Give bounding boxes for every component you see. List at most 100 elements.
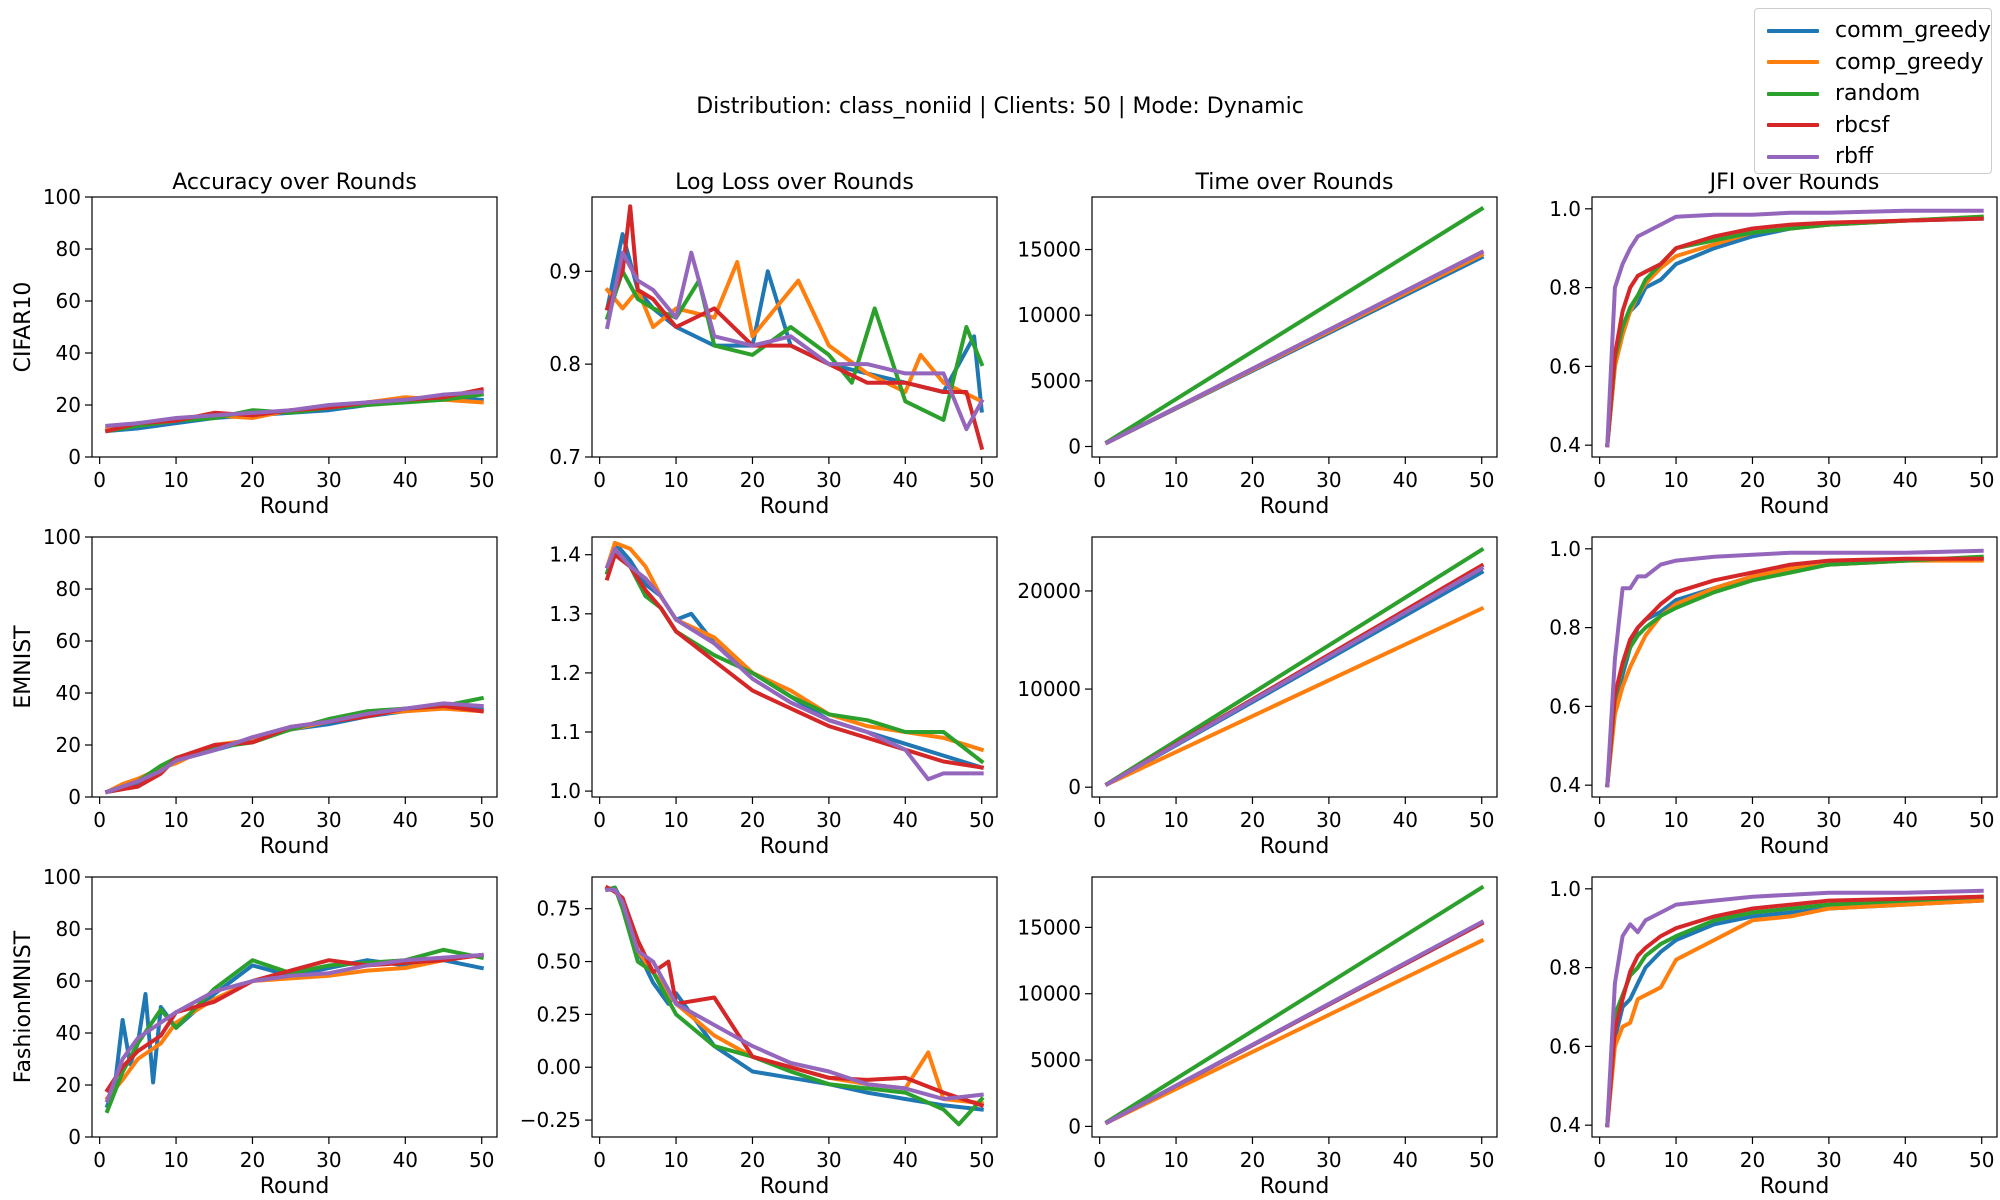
series-group [1104,884,1485,1126]
series-line-comp-greedy [1605,214,1984,448]
x-tick-label: 40 [1893,808,1918,832]
y-tick-label: 60 [56,289,81,313]
x-tick-label: 50 [969,808,994,832]
y-tick-label: 40 [56,341,81,365]
x-axis-label: Round [1760,494,1830,519]
x-tick-label: 40 [1393,808,1418,832]
series-line-random [1104,884,1485,1125]
series-group [604,540,985,782]
x-tick-label: 40 [393,468,418,492]
x-tick-label: 10 [663,468,688,492]
series-line-random [1104,547,1485,787]
x-tick-label: 20 [1240,1148,1265,1172]
series-line-comp-greedy [1104,938,1485,1126]
y-tick-label: 0.8 [1549,616,1581,640]
x-tick-label: 20 [1740,1148,1765,1172]
y-tick-label: 0.00 [536,1055,581,1079]
legend-label: rbcsf [1835,112,1890,138]
x-tick-label: 20 [240,808,265,832]
y-tick-label: 100 [43,865,81,889]
x-tick-label: 10 [163,1148,188,1172]
x-tick-label: 10 [1163,808,1188,832]
x-tick-label: 50 [1469,1148,1494,1172]
series-line-rbff [604,250,985,432]
y-tick-label: 1.0 [1549,197,1581,221]
y-axis-label: FashionMNIST [11,930,36,1083]
x-tick-label: 0 [1093,1148,1106,1172]
series-line-rbff [1605,548,1984,788]
y-tick-label: 0.7 [549,445,581,469]
x-tick-label: 30 [316,468,341,492]
series-line-comm-greedy [1605,216,1984,448]
x-tick-label: 10 [163,808,188,832]
x-axis-label: Round [1260,834,1330,859]
series-group [104,387,485,434]
x-tick-label: 40 [1393,468,1418,492]
x-tick-label: 40 [393,808,418,832]
subplot-title: Accuracy over Rounds [172,170,417,195]
legend-label: comp_greedy [1835,49,1984,75]
y-tick-label: 40 [56,1021,81,1045]
x-tick-label: 30 [316,808,341,832]
x-tick-label: 40 [893,1148,918,1172]
x-axis-label: Round [760,1174,830,1199]
x-tick-label: 30 [316,1148,341,1172]
subplot-emnist-0: 0 10 20 30 40 50 0 20 40 60 80 100 Round EMNIST [11,525,498,859]
x-tick-label: 20 [1740,468,1765,492]
x-tick-label: 30 [1316,808,1341,832]
subplot-fashionmnist-2: 0 10 20 30 40 50 0 5000 10000 15000 Round [1017,876,1498,1199]
legend-item-comp-greedy: comp_greedy [1755,47,1991,79]
subplot-emnist-1: 0 10 20 30 40 50 1.0 1.1 1.2 1.3 1.4 Round [549,536,998,859]
axes-frame [591,196,998,458]
series-line-comp-greedy [104,706,484,795]
y-axis-label: CIFAR10 [11,282,36,373]
x-tick-label: 30 [1316,1148,1341,1172]
x-tick-label: 0 [93,808,106,832]
axes-frame [1591,536,1998,798]
x-tick-label: 40 [1893,468,1918,492]
x-tick-label: 50 [1969,468,1994,492]
subplot-emnist-2: 0 10 20 30 40 50 0 10000 20000 Round [1017,536,1498,859]
y-axis-label: EMNIST [11,625,36,709]
y-tick-label: 0 [1068,775,1081,799]
y-tick-label: 20 [56,733,81,757]
y-tick-label: 0.9 [549,259,581,283]
x-tick-label: 40 [393,1148,418,1172]
x-tick-label: 0 [593,808,606,832]
y-tick-label: 0.6 [1549,694,1581,718]
legend-swatch [1767,154,1819,159]
x-tick-label: 0 [1593,468,1606,492]
x-tick-label: 40 [893,808,918,832]
x-tick-label: 10 [663,808,688,832]
axes-frame [591,536,998,798]
x-tick-label: 50 [969,468,994,492]
series-line-comp-greedy [1104,605,1485,787]
series-line-random [104,695,485,795]
x-axis-label: Round [1260,1174,1330,1199]
subplot-fashionmnist-0: 0 10 20 30 40 50 0 20 40 60 80 100 Round FashionMNIST [11,865,498,1199]
y-tick-label: 20000 [1017,579,1081,603]
x-tick-label: 30 [816,468,841,492]
y-tick-label: 100 [43,185,81,209]
y-tick-label: 0.4 [1549,433,1581,457]
series-line-comp-greedy [604,540,985,753]
y-tick-label: 0.6 [1549,354,1581,378]
legend-item-random: random [1755,78,1991,110]
y-tick-label: 1.1 [549,720,581,744]
y-tick-label: 15000 [1017,915,1081,939]
series-group [1605,208,1984,448]
y-tick-label: 0.4 [1549,773,1581,797]
series-line-rbff [104,701,484,795]
x-tick-label: 20 [1240,808,1265,832]
axes-frame [1591,876,1998,1138]
series-line-random [1104,206,1485,445]
y-tick-label: 60 [56,969,81,993]
x-axis-label: Round [1760,1174,1830,1199]
series-group [604,204,985,451]
subplot-emnist-3: 0 10 20 30 40 50 0.4 0.6 0.8 1.0 Round [1549,536,1998,859]
series-line-comm-greedy [104,704,484,795]
series-line-rbff [1605,208,1984,448]
legend: comm_greedy comp_greedy random rbcsf rbf… [1754,8,1992,174]
y-tick-label: 20 [56,1073,81,1097]
x-tick-label: 20 [740,808,765,832]
